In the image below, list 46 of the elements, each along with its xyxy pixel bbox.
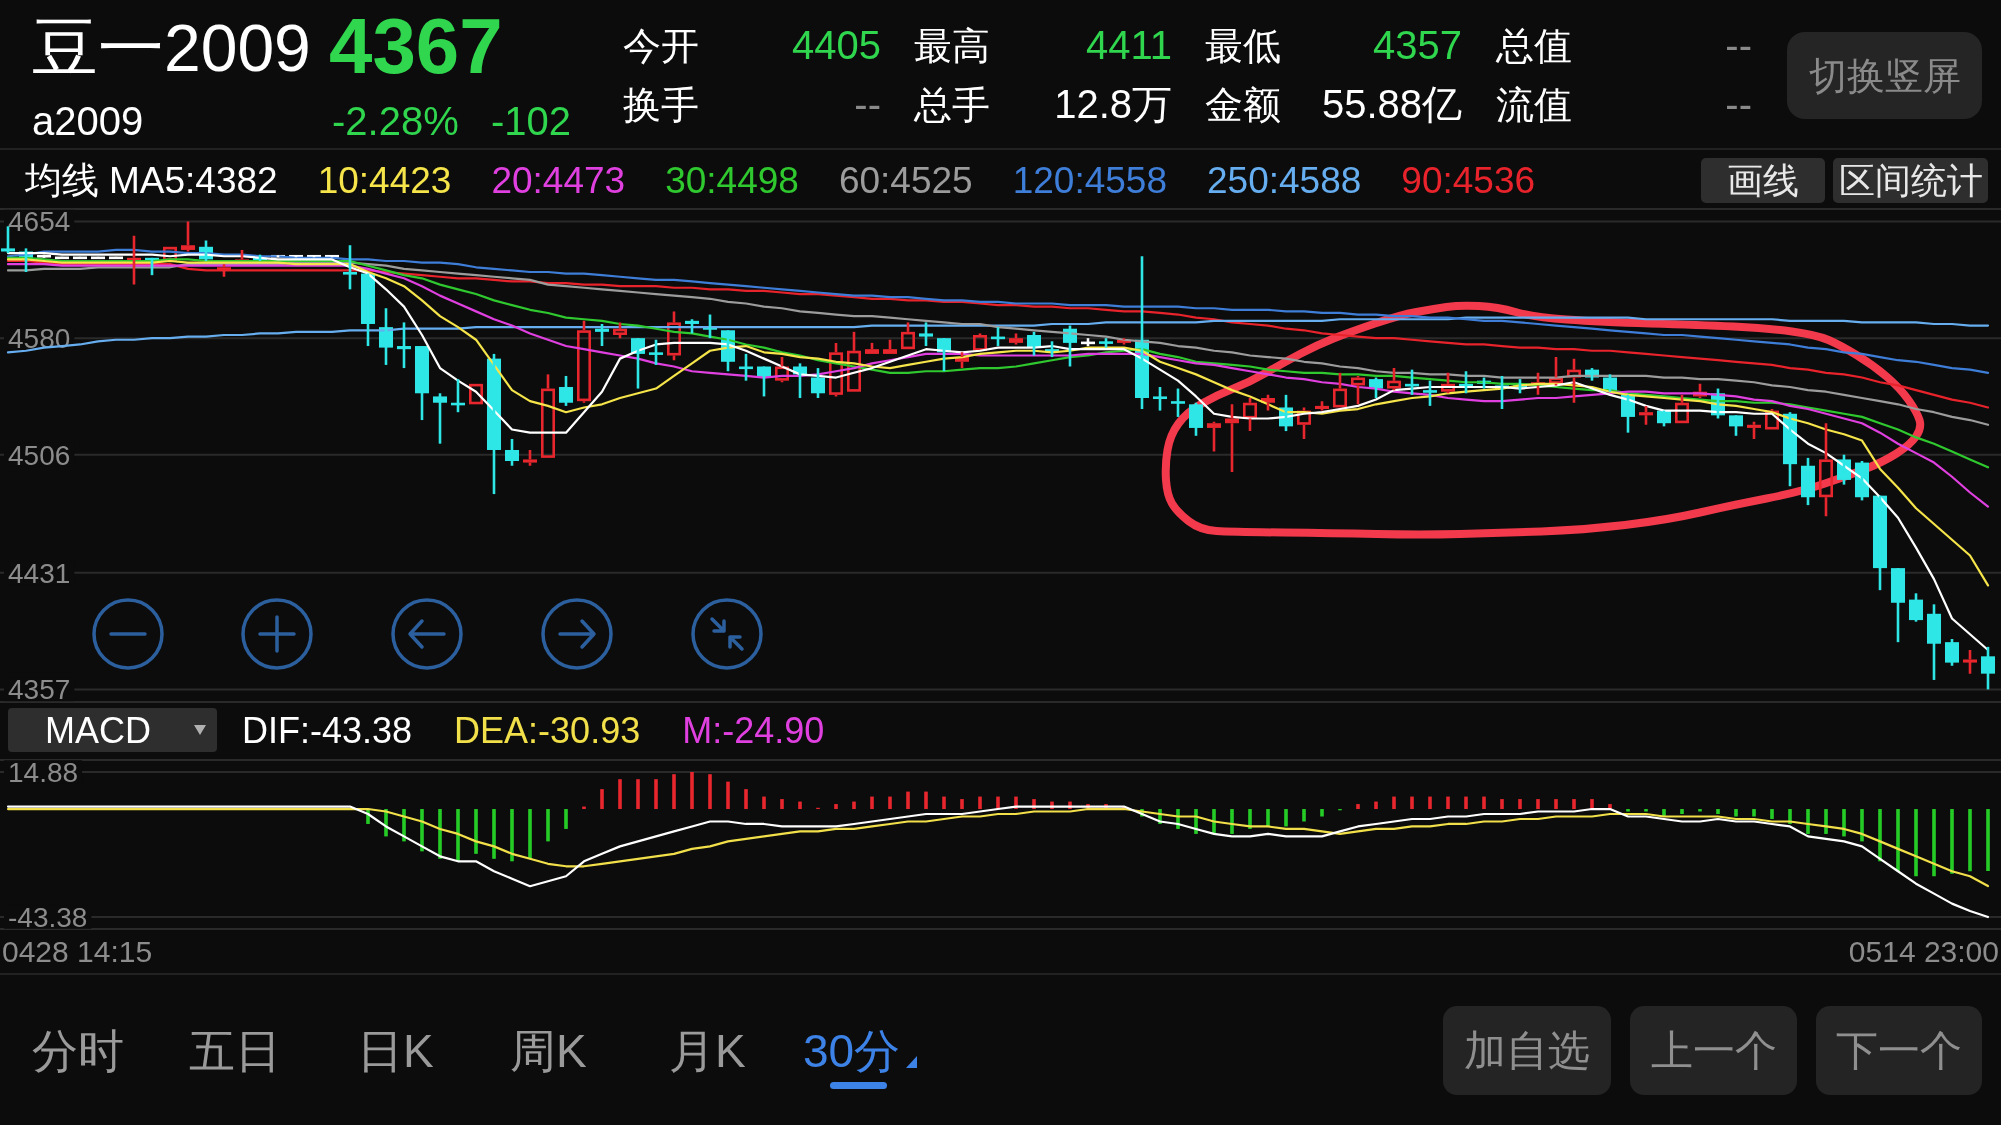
text: 4411 <box>1085 23 1172 67</box>
indicator-selector: MACD <box>8 708 217 752</box>
text: 最高 <box>914 25 990 67</box>
text: 金额 <box>1205 84 1281 126</box>
chart-title: MACD <box>45 710 151 751</box>
text: 换手 <box>623 84 699 126</box>
y-tick-label: 14.88 <box>8 756 79 788</box>
y-tick-label: 4506 <box>8 439 71 471</box>
text: 4357 <box>1373 23 1462 67</box>
text: 五日 <box>189 1025 281 1077</box>
y-tick-label: -43.38 <box>8 901 88 933</box>
y-tick-label: 4654 <box>8 206 71 238</box>
text: -102 <box>491 99 572 143</box>
button: 加自选 <box>1443 1006 1611 1095</box>
button: 画线 <box>1701 158 1825 203</box>
text: 总值 <box>1495 25 1572 67</box>
text: 55.88亿 <box>1321 82 1462 126</box>
text: 4367 <box>329 2 503 90</box>
text: 0514 23:00 <box>1848 935 1999 968</box>
text: 最低 <box>1205 25 1281 67</box>
text: 流值 <box>1496 84 1572 126</box>
text: 豆一2009 <box>32 11 311 85</box>
text: 周K <box>510 1025 587 1077</box>
text: 30分 <box>803 1025 901 1077</box>
text: 分时 <box>32 1025 124 1077</box>
text: a2009 <box>32 99 144 143</box>
text: 总手 <box>913 84 990 126</box>
text: 0428 14:15 <box>2 935 153 968</box>
text: 月K <box>669 1025 746 1077</box>
button: 区间统计 <box>1833 158 1988 203</box>
text: -- <box>854 82 881 126</box>
button: 上一个 <box>1630 1006 1797 1095</box>
y-tick-label: 4357 <box>8 674 71 706</box>
text: 日K <box>357 1025 434 1077</box>
text: -2.28% <box>332 99 459 143</box>
y-tick-label: 4431 <box>8 557 71 589</box>
text: 4405 <box>792 23 881 67</box>
text: 12.8万 <box>1054 82 1172 126</box>
button: 下一个 <box>1816 1006 1982 1095</box>
legend: 均线 MA5:4382 10:4423 20:4473 30:4498 60:4525 120:4558 250:4588 90:4536 <box>25 160 1536 201</box>
y-tick-label: 4580 <box>8 322 71 354</box>
button: 切换竖屏 <box>1787 32 1982 119</box>
text: -- <box>1725 23 1752 67</box>
legend: DIF:-43.38 DEA:-30.93 M:-24.90 <box>242 710 825 751</box>
text: -- <box>1725 82 1752 126</box>
text: 今开 <box>623 25 699 67</box>
